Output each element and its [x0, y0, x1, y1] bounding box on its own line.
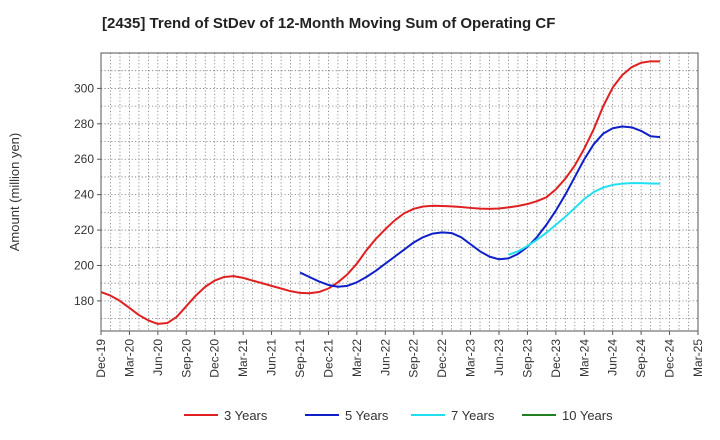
series-line-7-years [508, 182, 661, 256]
x-tick-label: Mar-24 [577, 339, 591, 377]
y-tick-label: 280 [74, 117, 94, 131]
x-tick-label: Mar-23 [464, 339, 478, 377]
y-tick-label: 300 [74, 81, 94, 95]
x-tick-label: Jun-20 [151, 339, 165, 376]
x-tick-label: Dec-24 [663, 339, 677, 378]
x-tick-label: Dec-20 [208, 339, 222, 378]
legend: 3 Years 5 Years 7 Years 10 Years [184, 408, 613, 423]
legend-label-3-years: 3 Years [224, 408, 268, 423]
y-axis-ticks: 180 200 220 240 260 280 300 [74, 81, 101, 308]
x-tick-label: Dec-19 [94, 339, 108, 378]
x-tick-label: Mar-21 [236, 339, 250, 377]
y-tick-label: 220 [74, 223, 94, 237]
x-tick-label: Sep-24 [634, 339, 648, 378]
y-axis-label: Amount (million yen) [7, 133, 22, 252]
x-axis-ticks: Dec-19 Mar-20 Jun-20 Sep-20 Dec-20 Mar-21 Jun-… [94, 331, 705, 378]
series-line-3-years [100, 60, 661, 325]
plot-area [100, 52, 699, 332]
x-tick-label: Jun-23 [492, 339, 506, 376]
legend-label-10-years: 10 Years [562, 408, 613, 423]
series-lines [100, 60, 661, 325]
x-tick-label: Sep-22 [407, 339, 421, 378]
x-tick-label: Sep-20 [179, 339, 193, 378]
y-tick-label: 200 [74, 258, 94, 272]
series-line-5-years [299, 125, 661, 288]
grid [101, 53, 698, 331]
x-tick-label: Sep-21 [293, 339, 307, 378]
y-tick-label: 240 [74, 188, 94, 202]
x-tick-label: Dec-23 [549, 339, 563, 378]
y-tick-label: 260 [74, 152, 94, 166]
x-tick-label: Jun-22 [378, 339, 392, 376]
y-tick-label: 180 [74, 294, 94, 308]
x-tick-label: Jun-21 [265, 339, 279, 376]
legend-label-5-years: 5 Years [345, 408, 389, 423]
x-tick-label: Mar-25 [691, 339, 705, 377]
x-tick-label: Mar-20 [122, 339, 136, 377]
legend-label-7-years: 7 Years [451, 408, 495, 423]
x-tick-label: Mar-22 [350, 339, 364, 377]
x-tick-label: Dec-22 [435, 339, 449, 378]
x-tick-label: Jun-24 [606, 339, 620, 376]
x-tick-label: Dec-21 [321, 339, 335, 378]
chart-title: [2435] Trend of StDev of 12-Month Moving… [102, 15, 555, 32]
x-tick-label: Sep-23 [520, 339, 534, 378]
